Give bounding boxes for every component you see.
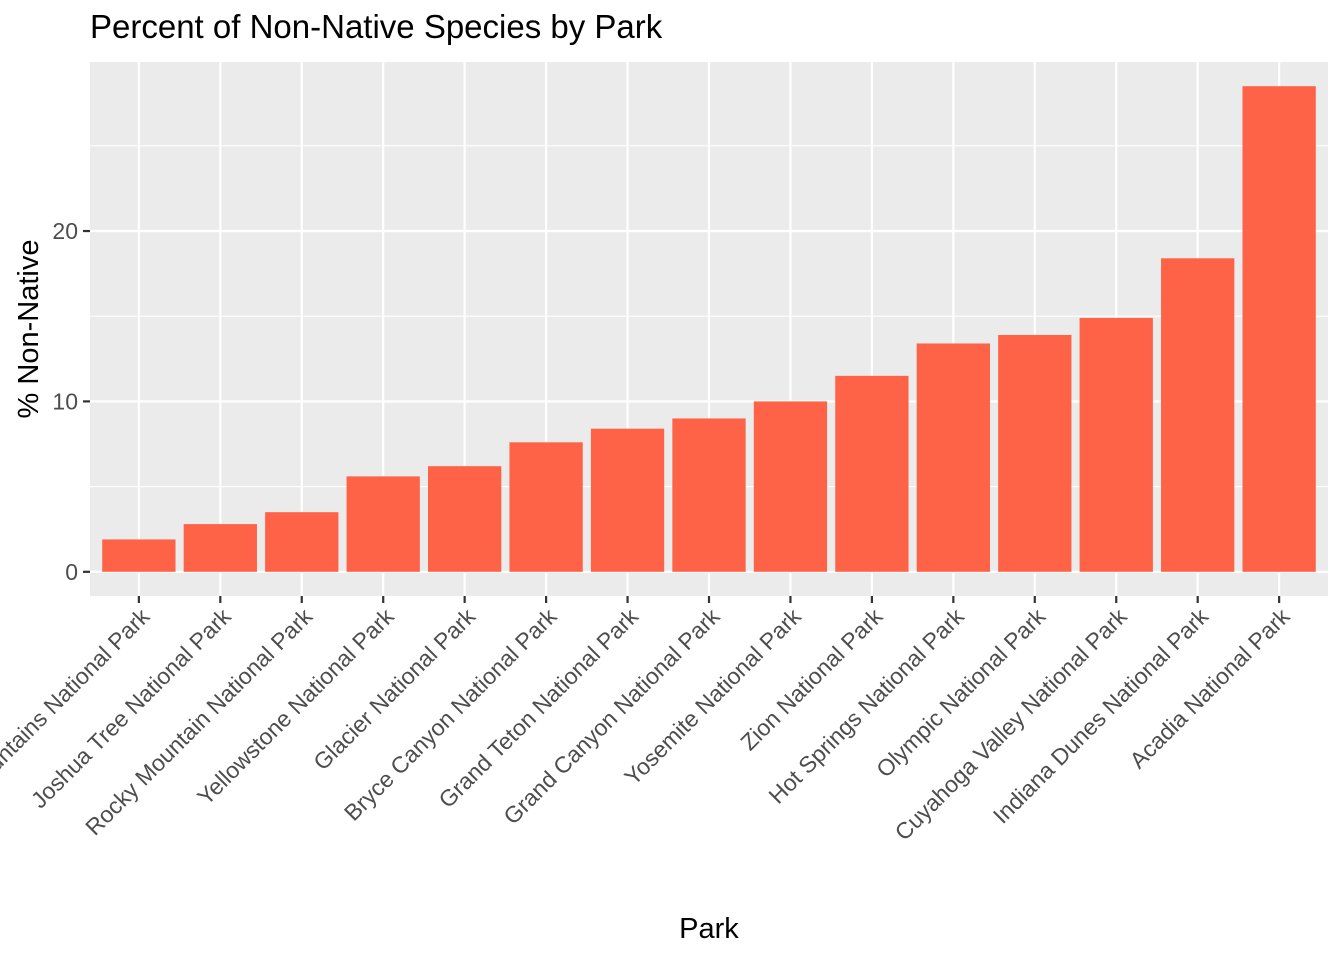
bar [753, 401, 828, 572]
bar [1242, 86, 1316, 572]
bar [916, 343, 990, 572]
bar [590, 428, 665, 572]
bar [428, 466, 502, 572]
x-tick-label: Acadia National Park [1124, 603, 1295, 774]
bar [183, 524, 257, 572]
bar [998, 334, 1072, 572]
bar [102, 539, 176, 572]
y-tick-label: 20 [52, 218, 78, 244]
bar [509, 442, 583, 572]
x-tick-label: Zion National Park [735, 603, 888, 756]
chart-title: Percent of Non-Native Species by Park [90, 8, 663, 45]
bar [1079, 317, 1153, 572]
x-tick-label: Glacier National Park [308, 603, 480, 775]
x-axis-title: Park [679, 913, 739, 945]
y-axis: 0 10 20 [52, 218, 90, 585]
x-axis: Great Smoky Mountains National ParkJoshu… [0, 596, 1295, 898]
bar [265, 512, 339, 572]
bar [346, 476, 420, 572]
bars [102, 86, 1316, 572]
y-tick-label: 0 [65, 559, 78, 585]
bar [1161, 258, 1235, 572]
bar [672, 418, 746, 572]
y-axis-title: % Non-Native [13, 240, 45, 419]
bar [835, 375, 909, 572]
y-tick-label: 10 [52, 388, 78, 414]
